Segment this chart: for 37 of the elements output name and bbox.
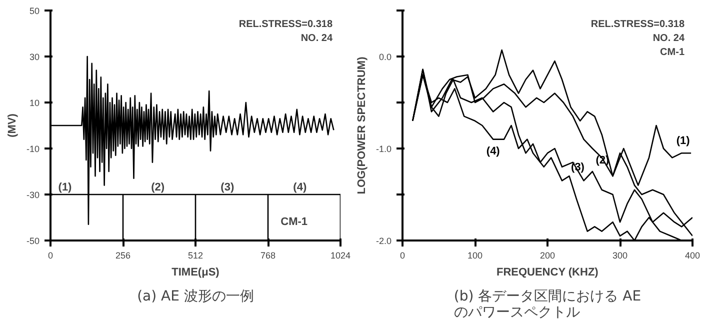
x-tick-label: 256 bbox=[115, 250, 131, 260]
x-tick-label: 0 bbox=[48, 250, 54, 260]
y-tick-label: 0.0 bbox=[378, 52, 392, 62]
annotation: (4) bbox=[293, 182, 307, 194]
annotation: REL.STRESS=0.318 bbox=[590, 19, 685, 30]
x-tick-label: 300 bbox=[612, 250, 628, 260]
y-axis-title: (MV) bbox=[6, 113, 18, 138]
x-tick-label: 400 bbox=[684, 250, 700, 260]
annotation: NO. 24 bbox=[300, 33, 333, 44]
annotation: (2) bbox=[151, 182, 165, 194]
y-tick-label: -50 bbox=[26, 236, 40, 246]
annotation: NO. 24 bbox=[652, 33, 685, 44]
series-label: (4) bbox=[486, 145, 500, 158]
annotation: CM-1 bbox=[280, 216, 308, 228]
text: (b) 各データ区間における AE のパワースペクトル bbox=[454, 288, 642, 320]
x-tick-label: 0 bbox=[400, 250, 406, 260]
text: (a) AE 波形の一例 bbox=[137, 288, 254, 304]
x-tick-label: 1024 bbox=[330, 250, 351, 260]
y-axis-title: LOG(POWER SPECTRUM) bbox=[356, 56, 368, 194]
y-tick-label: 10 bbox=[29, 98, 40, 108]
annotation: REL.STRESS=0.318 bbox=[238, 19, 333, 30]
y-tick-label: 50 bbox=[29, 6, 40, 16]
x-tick-label: 100 bbox=[467, 250, 483, 260]
annotation: (3) bbox=[220, 182, 234, 194]
x-tick-label: 200 bbox=[540, 250, 556, 260]
series-label: (1) bbox=[676, 135, 690, 148]
y-tick-label: -1.0 bbox=[376, 144, 392, 154]
annotation: CM-1 bbox=[660, 47, 685, 58]
y-tick-label: -30 bbox=[26, 190, 40, 200]
y-tick-label: -10 bbox=[26, 144, 40, 154]
annotation: (1) bbox=[58, 182, 72, 194]
x-axis-title: FREQUENCY (KHZ) bbox=[496, 266, 599, 278]
y-tick-label: -2.0 bbox=[376, 236, 392, 246]
y-tick-label: 30 bbox=[29, 52, 40, 62]
x-tick-label: 768 bbox=[260, 250, 276, 260]
x-axis-title: TIME(μS) bbox=[172, 266, 220, 278]
x-tick-label: 512 bbox=[188, 250, 204, 260]
